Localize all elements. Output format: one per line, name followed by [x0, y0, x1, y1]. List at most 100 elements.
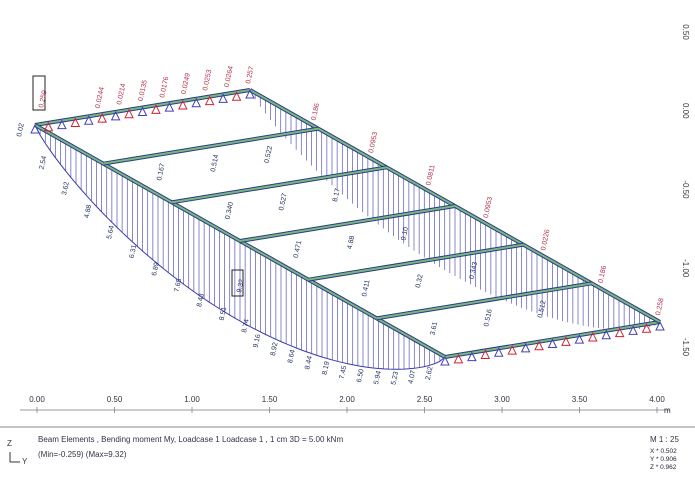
support — [561, 336, 571, 346]
moment-label: 5.64 — [106, 225, 116, 240]
beam — [308, 243, 524, 281]
moment-label: 6.31 — [129, 244, 139, 259]
moment-label: 0.0953 — [483, 196, 494, 219]
moment-label: 7.65 — [174, 278, 184, 293]
factor-text: X * 0.502 — [650, 448, 677, 455]
moment-label: 2.54 — [39, 155, 49, 170]
support — [588, 331, 598, 342]
moment-label: 0.340 — [225, 201, 236, 220]
moment-label: 8.44 — [304, 355, 314, 370]
x-scale-label: 0.00 — [29, 395, 45, 404]
x-scale-label: 4.00 — [649, 395, 665, 404]
beam — [103, 127, 319, 165]
moment-label: 4.07 — [408, 370, 418, 385]
moment-label: 0.32 — [415, 274, 425, 289]
support — [655, 320, 665, 331]
support — [70, 117, 81, 127]
moment-label: 4.88 — [84, 204, 94, 219]
x-scale-label: 1.50 — [262, 395, 278, 404]
beam — [239, 205, 456, 242]
moment-label: 0.0135 — [138, 79, 149, 102]
support — [218, 93, 228, 103]
x-scale-label: 3.00 — [494, 395, 510, 404]
moment-label: 6.89 — [151, 262, 161, 277]
moment-label: 0.0253 — [202, 69, 213, 92]
x-scale-label: 1.00 — [184, 395, 200, 404]
support — [453, 353, 464, 364]
beam — [171, 166, 387, 204]
moment-label: 0.0249 — [181, 72, 192, 95]
moment-label: 0.0214 — [116, 83, 127, 106]
moment-label: 0.0176 — [159, 76, 170, 99]
moment-label: 8.43 — [196, 293, 206, 308]
moment-label: 8.74 — [241, 319, 251, 334]
moment-label: 0.02 — [16, 123, 26, 138]
axis-label: Y — [22, 457, 28, 466]
status-text: (Min=-0.259) (Max=9.32) — [38, 450, 127, 459]
moment-label: 0.0244 — [95, 86, 106, 109]
moment-label: 9.16 — [253, 333, 263, 348]
moment-label: 0.257 — [245, 66, 256, 85]
axis-label: Z — [7, 439, 12, 448]
label-box — [32, 75, 46, 111]
y-scale-label: 0.50 — [681, 24, 690, 40]
moment-label: 5.23 — [390, 371, 400, 386]
moment-label: 8.92 — [270, 342, 280, 357]
moment-label: 8.17 — [332, 188, 342, 203]
moment-label: 6.50 — [356, 368, 366, 383]
moment-label: 5.94 — [373, 370, 383, 385]
moment-label: 0.514 — [210, 154, 221, 173]
moment-label: 2.62 — [425, 366, 435, 381]
moment-label: 7.45 — [339, 365, 349, 380]
frame — [30, 88, 665, 366]
scale-unit: m — [664, 406, 671, 415]
y-scale-label: -0.50 — [681, 180, 690, 199]
support — [151, 104, 161, 114]
support — [30, 123, 40, 134]
moment-label: 0.167 — [156, 163, 167, 182]
moment-label: 0.471 — [293, 240, 304, 259]
x-scale-label: 3.50 — [572, 395, 588, 404]
moment-label: 0.0811 — [425, 164, 436, 186]
support — [178, 99, 188, 110]
moment-label: 0.0953 — [368, 131, 379, 154]
support — [641, 323, 652, 333]
x-scale-label: 2.00 — [339, 395, 355, 404]
y-scale-label: -1.50 — [681, 338, 690, 357]
moment-label: 0.411 — [361, 279, 371, 297]
support — [507, 344, 517, 355]
support — [43, 121, 54, 132]
support — [493, 347, 504, 357]
support — [97, 112, 107, 123]
y-scale-label: -1.00 — [681, 259, 690, 278]
moment-label: 8.19 — [321, 361, 331, 376]
factor-text: Y * 0.906 — [650, 456, 677, 463]
support — [191, 97, 202, 108]
envelope — [34, 124, 446, 370]
moment-label: 0.186 — [598, 265, 609, 284]
moment-label: 0.522 — [264, 145, 275, 164]
support — [83, 115, 94, 125]
support — [628, 325, 638, 335]
factor-text: Z * 0.962 — [650, 464, 677, 471]
moment-label: 0.512 — [537, 300, 548, 319]
support — [480, 349, 491, 359]
y-scale-label: 0.00 — [681, 103, 690, 119]
moment-label: 8.64 — [287, 349, 297, 364]
moment-label: 0.0264 — [224, 65, 235, 88]
scale-text: M 1 : 25 — [650, 435, 679, 444]
moment-label: 9.10 — [400, 226, 410, 241]
moment-label: 3.62 — [61, 181, 71, 196]
support — [124, 108, 134, 119]
moment-label: 0.516 — [483, 309, 494, 328]
support — [57, 119, 67, 130]
moment-label: 8.51 — [219, 306, 229, 321]
status-text: Beam Elements , Bending moment My, Loadc… — [38, 435, 343, 444]
support — [574, 334, 585, 344]
support — [164, 102, 175, 112]
moment-label: 0.527 — [278, 193, 289, 212]
max-min-label: 0.259 — [38, 90, 49, 109]
